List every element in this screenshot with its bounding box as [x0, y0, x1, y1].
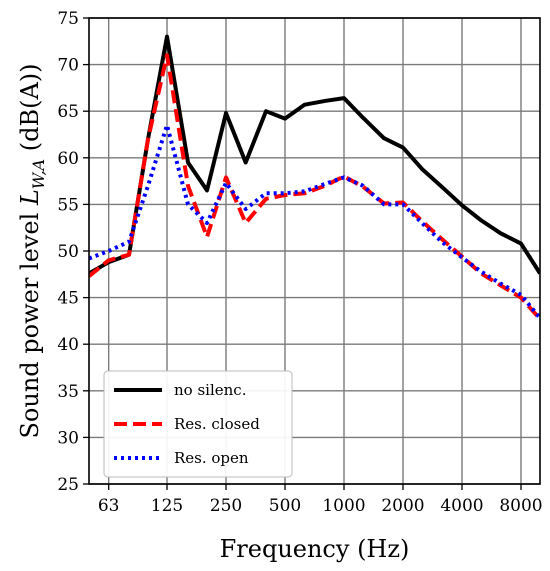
y-tick-label: 40 [57, 335, 79, 355]
series-line-no-silenc [89, 34, 540, 276]
x-tick-label: 4000 [440, 496, 483, 516]
y-axis-title-suffix: (dB(A)) [16, 63, 44, 158]
y-tick-label: 60 [57, 149, 79, 169]
y-axis-title-symbol: L [16, 189, 44, 206]
y-tick-label: 55 [57, 195, 79, 215]
y-tick-label: 35 [57, 382, 79, 402]
x-axis-title: Frequency (Hz) [220, 535, 410, 563]
x-tick-label: 63 [98, 496, 120, 516]
x-tick-label: 1000 [322, 496, 365, 516]
y-axis-title: Sound power level LW,A (dB(A)) [16, 63, 48, 438]
x-tick-label: 2000 [381, 496, 424, 516]
y-tick-label: 65 [57, 102, 79, 122]
ticks: 63 125 250 500 1000 2000 4000 8000 25 30 35 40 45 50 5… [57, 9, 542, 516]
y-tick-label: 50 [57, 242, 79, 262]
series-line-res-open [89, 123, 540, 320]
x-tick-label: 125 [151, 496, 183, 516]
x-tick-label: 500 [269, 496, 301, 516]
series-layer [89, 34, 540, 321]
legend-label: no silenc. [174, 381, 246, 399]
y-tick-label: 75 [57, 9, 79, 29]
x-tick-label: 250 [210, 496, 242, 516]
legend-label: Res. open [174, 449, 249, 467]
series-line-res-closed [89, 53, 540, 321]
y-axis-title-prefix: Sound power level [16, 205, 44, 438]
legend-box [103, 370, 293, 478]
y-tick-label: 25 [57, 475, 79, 495]
y-tick-label: 30 [57, 428, 79, 448]
legend-label: Res. closed [174, 415, 260, 433]
y-axis-title-subscript: W,A [29, 159, 48, 189]
y-tick-label: 45 [57, 289, 79, 309]
y-tick-label: 70 [57, 56, 79, 76]
legend: no silenc. Res. closed Res. open [103, 370, 293, 478]
x-tick-label: 8000 [499, 496, 542, 516]
